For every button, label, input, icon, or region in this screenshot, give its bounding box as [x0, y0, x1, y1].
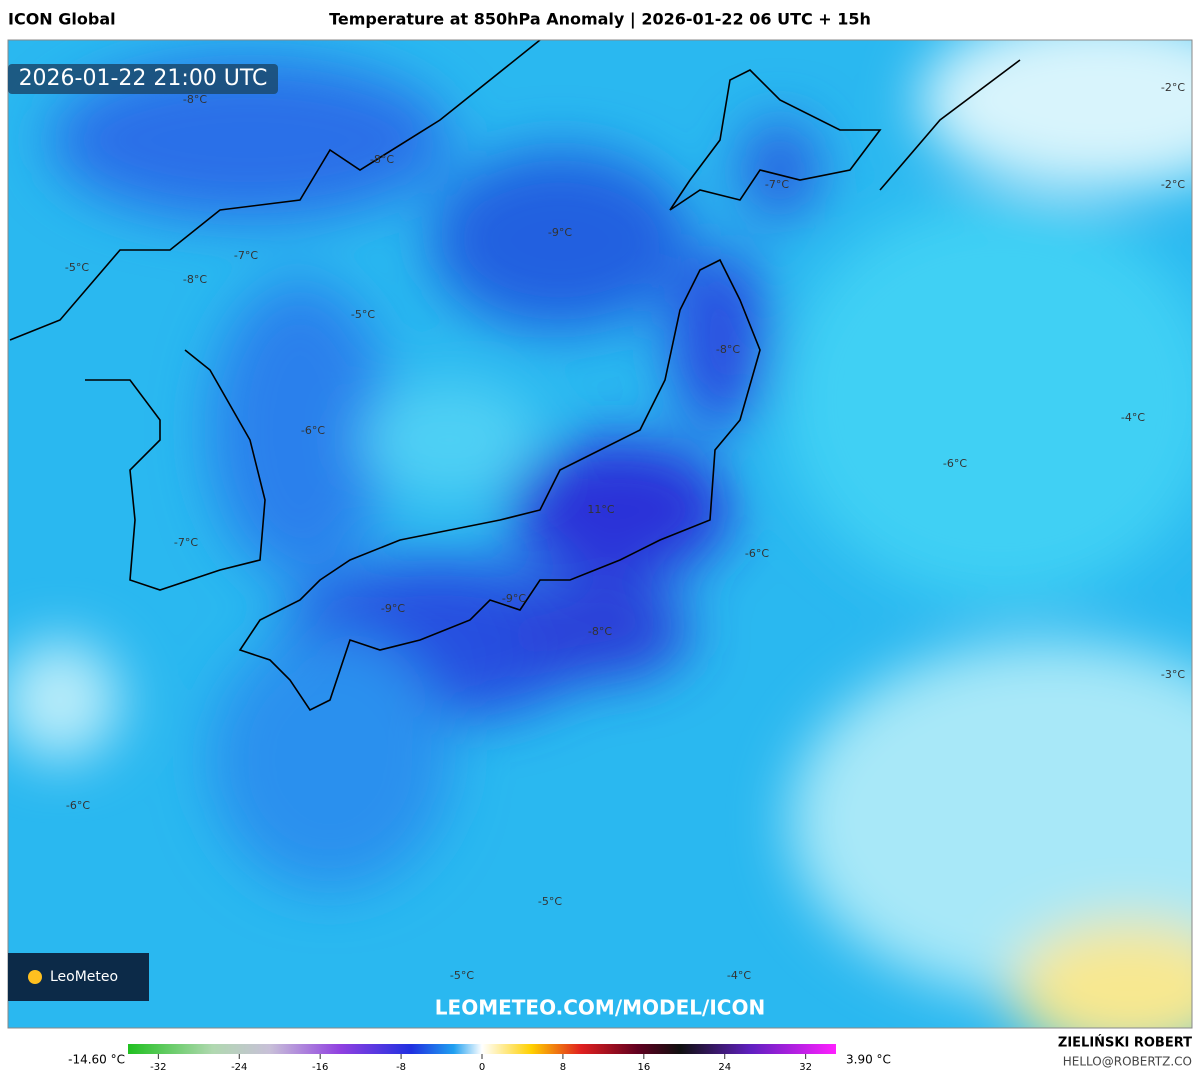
colorbar-tick-label: 16	[637, 1062, 650, 1073]
map-label: -6°C	[943, 457, 967, 470]
map-label: -7°C	[174, 536, 198, 549]
map-label: 11°C	[587, 503, 614, 516]
timestamp-box	[8, 64, 278, 94]
map-label: -9°C	[502, 592, 526, 605]
author: ZIELIŃSKI ROBERT	[1058, 1035, 1192, 1051]
colorbar-tick-label: -32	[150, 1062, 166, 1073]
colorbar-tick-label: -24	[231, 1062, 247, 1073]
logo-sun	[28, 970, 42, 984]
map-label: -9°C	[381, 602, 405, 615]
map-label: -8°C	[588, 625, 612, 638]
map-frame	[7, 39, 1193, 1029]
map-label: -8°C	[370, 153, 394, 166]
colorbar-tick-label: 8	[560, 1062, 566, 1073]
map-label: -7°C	[234, 249, 258, 262]
map-label: -5°C	[351, 308, 375, 321]
colorbar-min: -14.60 °C	[68, 1053, 125, 1067]
map-label: -5°C	[450, 969, 474, 982]
map-label: -5°C	[65, 261, 89, 274]
map-label: -4°C	[727, 969, 751, 982]
title: Temperature at 850hPa Anomaly | 2026-01-…	[329, 10, 871, 30]
model-name: ICON Global	[8, 10, 116, 29]
map-label: -3°C	[1161, 668, 1185, 681]
colorbar-tick-label: -16	[312, 1062, 328, 1073]
colorbar-tick-label: 0	[479, 1062, 485, 1073]
map-label: -6°C	[301, 424, 325, 437]
colorbar-tick-label: 32	[799, 1062, 812, 1073]
map-label: -7°C	[765, 178, 789, 191]
map-label: -9°C	[548, 226, 572, 239]
timestamp: 2026-01-22 21:00 UTC	[19, 66, 268, 91]
map-label: -4°C	[1121, 411, 1145, 424]
map-label: -8°C	[183, 273, 207, 286]
map-label: -8°C	[183, 93, 207, 106]
map-label: -2°C	[1161, 81, 1185, 94]
colorbar-tick-label: -8	[396, 1062, 406, 1073]
colorbar-max: 3.90 °C	[846, 1053, 891, 1067]
map-label: -5°C	[538, 895, 562, 908]
map-label: -6°C	[66, 799, 90, 812]
logo: LeoMeteo	[50, 969, 118, 985]
email: HELLO@ROBERTZ.CO	[1063, 1055, 1192, 1069]
map-label: -2°C	[1161, 178, 1185, 191]
colorbar-tick-label: 24	[718, 1062, 731, 1073]
map: -8°C -8°C -7°C -2°C -2°C -9°C -5°C -7°C -8°C -5°C…	[8, 40, 1192, 1028]
colorbar	[128, 1044, 836, 1054]
watermark: LEOMETEO.COM/MODEL/ICON	[435, 996, 765, 1020]
map-label: -6°C	[745, 547, 769, 560]
map-label: -8°C	[716, 343, 740, 356]
coastline	[9, 40, 1021, 712]
